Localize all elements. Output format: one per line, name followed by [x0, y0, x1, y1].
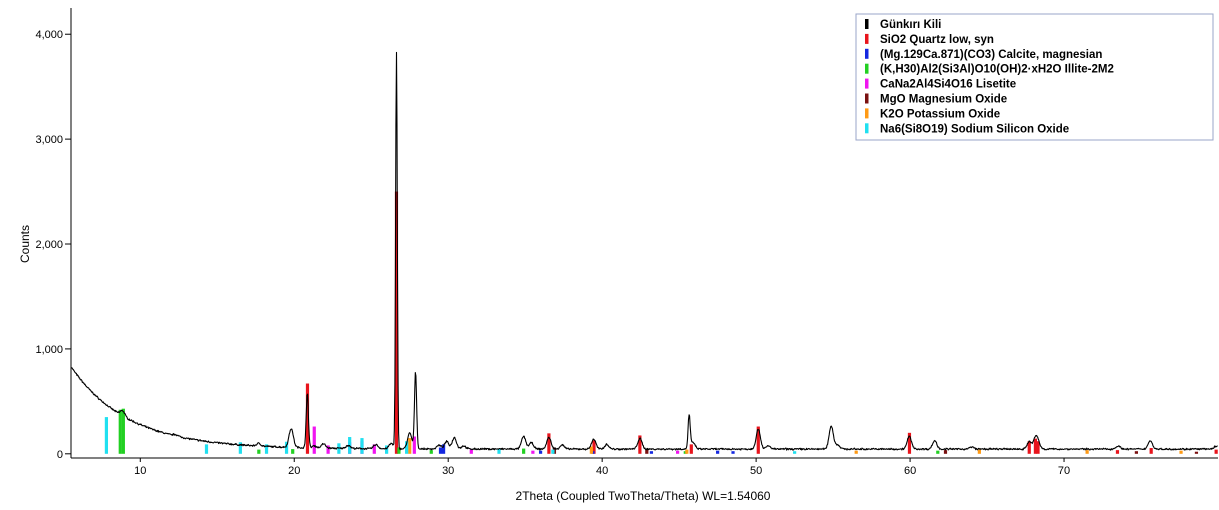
- ref-marker: [1179, 450, 1183, 454]
- ref-marker: [592, 440, 596, 454]
- ref-marker: [649, 451, 654, 454]
- ref-marker: [326, 445, 330, 454]
- diffraction-pattern: [70, 51, 1218, 451]
- ref-marker: [1033, 438, 1038, 454]
- ref-marker: [1036, 441, 1040, 454]
- y-tick-label: 3,000: [35, 134, 63, 146]
- axes: 10 20 30 40 50 60 70 0 1,000 2,000 3,000 4,000: [35, 29, 1070, 477]
- ref-marker: [936, 450, 940, 454]
- legend-swatch: [865, 78, 869, 89]
- ref-marker: [1214, 449, 1218, 454]
- y-axis-title: Counts: [18, 225, 32, 263]
- ref-marker: [429, 450, 433, 454]
- ref-marker: [1085, 450, 1089, 454]
- x-tick-label: 30: [442, 465, 454, 477]
- legend-swatch: [865, 48, 869, 59]
- ref-marker: [1027, 441, 1031, 454]
- ref-marker: [977, 449, 981, 454]
- y-tick-label: 0: [57, 449, 63, 461]
- legend: Günkırı Kili SiO2 Quartz low, syn (Mg.129C…: [855, 13, 1214, 141]
- ref-marker: [372, 444, 376, 454]
- ref-marker: [257, 449, 261, 454]
- ref-marker: [118, 409, 122, 454]
- ref-marker: [538, 450, 543, 454]
- x-tick-label: 10: [134, 465, 146, 477]
- ref-marker: [522, 448, 526, 454]
- ref-marker: [104, 417, 109, 454]
- ref-marker: [497, 449, 501, 454]
- legend-swatch: [865, 63, 869, 74]
- legend-label: SiO2 Quartz low, syn: [880, 34, 994, 46]
- reference-markers: [104, 191, 1218, 454]
- legend-swatch: [865, 19, 869, 29]
- legend-label: Günkırı Kili: [880, 19, 941, 31]
- ref-marker: [756, 426, 760, 454]
- ref-marker: [405, 441, 409, 454]
- ref-marker: [589, 446, 593, 454]
- ref-marker: [385, 445, 389, 454]
- legend-box: [855, 13, 1214, 141]
- x-tick-label: 70: [1058, 465, 1070, 477]
- legend-label: (Mg.129Ca.871)(CO3) Calcite, magnesian: [880, 49, 1102, 61]
- ref-marker: [1149, 448, 1153, 454]
- legend-swatch: [865, 33, 869, 44]
- ref-marker: [412, 436, 416, 454]
- ref-marker: [854, 450, 858, 454]
- ref-marker: [1194, 451, 1199, 454]
- ref-marker: [438, 447, 443, 454]
- ref-marker: [291, 449, 295, 454]
- legend-label: K2O Potassium Oxide: [880, 108, 1000, 120]
- ref-marker: [312, 426, 316, 454]
- legend-label: CaNa2Al4Si4O16 Lisetite: [880, 79, 1016, 91]
- ref-marker: [305, 383, 310, 454]
- ref-marker: [547, 433, 551, 454]
- legend-swatch: [865, 123, 869, 134]
- legend-swatch: [865, 108, 869, 119]
- ref-marker: [689, 444, 693, 454]
- ref-marker: [731, 451, 735, 454]
- ref-marker: [685, 449, 689, 454]
- ref-marker: [469, 449, 473, 454]
- ref-marker: [394, 191, 399, 454]
- ref-marker: [238, 442, 242, 454]
- ref-marker: [284, 441, 289, 454]
- ref-marker: [337, 443, 341, 454]
- legend-label: (K,H30)Al2(Si3Al)O10(OH)2·xH2O Illite-2M…: [880, 64, 1114, 76]
- legend-label: MgO Magnesium Oxide: [880, 94, 1007, 106]
- x-tick-label: 20: [288, 465, 300, 477]
- ref-marker: [531, 450, 535, 454]
- legend-label: Na6(Si8O19) Sodium Silicon Oxide: [880, 123, 1069, 135]
- ref-marker: [716, 450, 720, 454]
- ref-series-5: [408, 438, 1183, 454]
- ref-marker: [1115, 450, 1120, 454]
- x-tick-label: 40: [596, 465, 608, 477]
- x-tick-label: 50: [750, 465, 762, 477]
- ref-marker: [645, 449, 649, 454]
- ref-marker: [551, 449, 555, 454]
- y-tick-label: 4,000: [35, 29, 63, 41]
- ref-marker: [204, 444, 209, 454]
- x-tick-label: 60: [904, 465, 916, 477]
- ref-marker: [441, 444, 446, 454]
- x-axis-title: 2Theta (Coupled TwoTheta/Theta) WL=1.540…: [516, 489, 771, 503]
- plot-frame: [70, 8, 1218, 459]
- legend-swatch: [865, 93, 869, 104]
- ref-marker: [408, 438, 412, 454]
- y-tick-label: 1,000: [35, 344, 63, 356]
- ref-marker: [676, 450, 680, 454]
- ref-series-0: [305, 191, 1218, 454]
- ref-marker: [907, 432, 912, 454]
- ref-marker: [793, 451, 797, 454]
- ref-marker: [943, 450, 948, 454]
- ref-marker: [1134, 451, 1139, 454]
- ref-marker: [121, 408, 125, 454]
- y-tick-label: 2,000: [35, 239, 63, 251]
- ref-marker: [360, 438, 364, 454]
- ref-marker: [264, 444, 269, 454]
- pattern-line: [70, 51, 1218, 451]
- ref-marker: [397, 447, 401, 454]
- ref-marker: [638, 435, 642, 454]
